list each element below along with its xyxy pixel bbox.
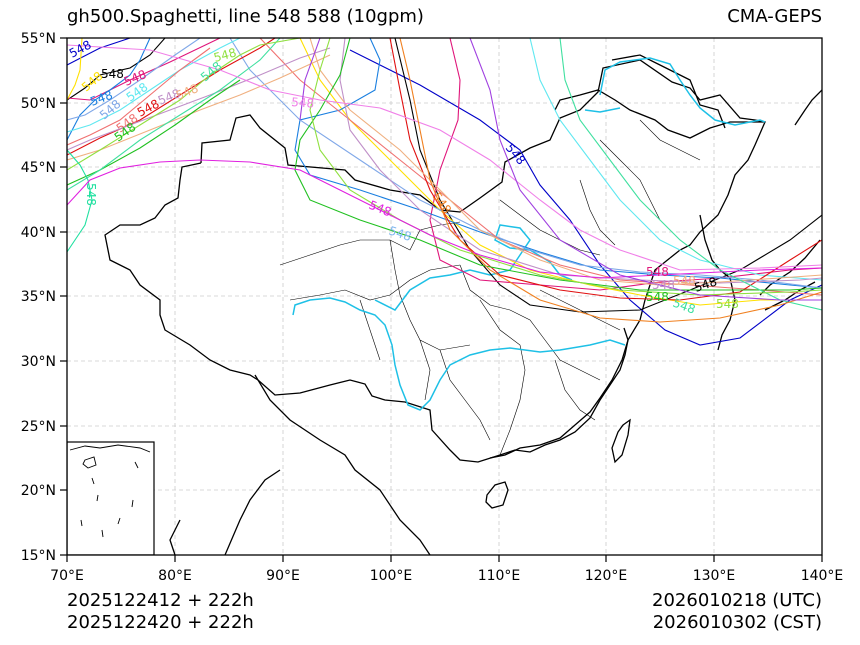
init-time-cst: 2025122420 + 222h	[67, 612, 254, 633]
svg-text:548: 548	[716, 297, 739, 311]
rivers	[292, 57, 766, 411]
valid-time-cst: 2026010302 (CST)	[652, 612, 822, 633]
inset-islands	[69, 444, 151, 538]
svg-text:548: 548	[503, 141, 528, 168]
svg-text:140°E: 140°E	[801, 568, 844, 584]
valid-time-utc: 2026010218 (UTC)	[652, 590, 822, 611]
svg-text:548: 548	[387, 224, 413, 244]
svg-text:80°E: 80°E	[158, 568, 192, 584]
init-time-utc: 2025122412 + 222h	[67, 590, 254, 611]
svg-text:90°E: 90°E	[266, 568, 300, 584]
svg-text:548: 548	[101, 67, 124, 81]
svg-text:50°N: 50°N	[21, 96, 56, 112]
svg-text:548: 548	[67, 38, 94, 61]
svg-text:548: 548	[652, 278, 675, 292]
svg-text:130°E: 130°E	[693, 568, 736, 584]
svg-text:548: 548	[291, 95, 315, 111]
svg-text:55°N: 55°N	[21, 31, 56, 47]
svg-text:548: 548	[84, 183, 98, 206]
svg-text:45°N: 45°N	[21, 160, 56, 176]
svg-text:548: 548	[212, 45, 238, 64]
valid-time-block: 2026010218 (UTC) 2026010302 (CST)	[652, 590, 822, 634]
longitude-labels: 70°E 80°E 90°E 100°E 110°E 120°E 130°E 1…	[50, 568, 843, 584]
svg-text:70°E: 70°E	[50, 568, 84, 584]
svg-text:120°E: 120°E	[585, 568, 628, 584]
country-borders	[77, 54, 822, 555]
contour-labels: 548 548 548 548 548 548 548 548 548 548 …	[67, 38, 739, 317]
svg-text:100°E: 100°E	[370, 568, 413, 584]
svg-text:548: 548	[673, 274, 696, 288]
svg-text:35°N: 35°N	[21, 289, 56, 305]
svg-text:548: 548	[646, 265, 669, 279]
svg-text:15°N: 15°N	[21, 548, 56, 564]
svg-text:548: 548	[671, 296, 697, 317]
gridlines	[67, 38, 822, 555]
axis-ticks	[60, 37, 823, 562]
svg-text:40°N: 40°N	[21, 225, 56, 241]
model-source-label: CMA-GEPS	[727, 6, 822, 27]
init-time-block: 2025122412 + 222h 2025122420 + 222h	[67, 590, 254, 634]
svg-text:20°N: 20°N	[21, 483, 56, 499]
svg-text:30°N: 30°N	[21, 354, 56, 370]
south-china-sea-inset	[67, 441, 155, 555]
latitude-labels: 15°N 20°N 25°N 30°N 35°N 40°N 45°N 50°N …	[21, 31, 56, 564]
svg-text:548: 548	[646, 290, 669, 304]
svg-text:25°N: 25°N	[21, 419, 56, 435]
svg-text:548: 548	[693, 274, 719, 294]
chart-title: gh500.Spaghetti, line 548 588 (10gpm)	[67, 6, 424, 27]
svg-text:548: 548	[367, 198, 393, 220]
contour-lines-548	[67, 38, 822, 346]
svg-text:110°E: 110°E	[478, 568, 521, 584]
